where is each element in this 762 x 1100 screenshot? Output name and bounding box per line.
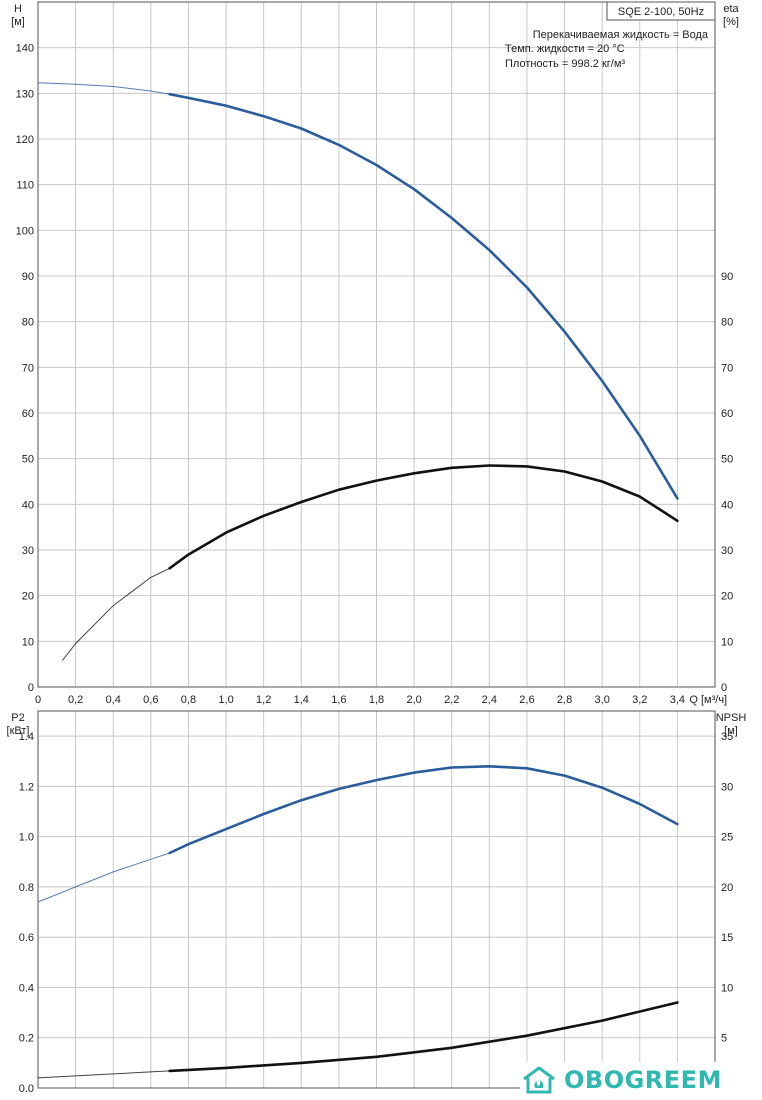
x-tick-label: 0 <box>35 694 41 706</box>
y-right-tick-label: 70 <box>721 362 733 374</box>
y-right-tick-label: 20 <box>721 591 733 603</box>
y-left-tick-label: 0.6 <box>19 932 34 944</box>
x-tick-label: 2,4 <box>482 694 497 706</box>
y-right-axis-unit: [%] <box>723 16 739 28</box>
y-left-tick-label: 0 <box>28 682 34 694</box>
y-right-tick-label: 0 <box>721 682 727 694</box>
x-tick-label: 1,6 <box>331 694 346 706</box>
y-left-tick-label: 70 <box>22 362 34 374</box>
series-p2-line <box>168 764 679 855</box>
y-left-axis-unit: [кВт] <box>7 725 30 737</box>
y-right-tick-label: 10 <box>721 636 733 648</box>
y-right-tick-label: 30 <box>721 781 733 793</box>
x-tick-label: 1,8 <box>369 694 384 706</box>
x-tick-label: 3,0 <box>595 694 610 706</box>
y-left-axis-title: H <box>14 3 22 15</box>
info-box: SQE 2-100, 50Hz Перекачиваемая жидкость … <box>505 1 716 70</box>
x-tick-label: 1,2 <box>256 694 271 706</box>
bottom-panel: 0.00.20.40.60.81.01.21.45101520253035P2[… <box>7 710 747 1095</box>
y-right-tick-label: 20 <box>721 882 733 894</box>
x-tick-label: 0,4 <box>106 694 121 706</box>
y-right-axis-title: eta <box>723 3 739 15</box>
y-right-tick-label: 35 <box>721 731 733 743</box>
y-right-tick-label: 15 <box>721 932 733 944</box>
y-left-tick-label: 40 <box>22 499 34 511</box>
y-left-tick-label: 0.0 <box>19 1083 34 1095</box>
watermark-logo: OBOGREEM <box>520 1062 760 1098</box>
y-right-tick-label: 25 <box>721 832 733 844</box>
y-left-tick-label: 1.4 <box>19 731 34 743</box>
x-axis-label: Q [м³/ч] <box>689 694 727 706</box>
y-right-tick-label: 50 <box>721 454 733 466</box>
y-right-axis-title: NPSH <box>716 712 747 724</box>
y-right-tick-label: 30 <box>721 545 733 557</box>
y-right-tick-label: 5 <box>721 1033 727 1045</box>
series-npsh-extrapolated-line <box>37 1070 170 1079</box>
x-tick-label: 2,0 <box>406 694 421 706</box>
series-h-line <box>168 92 679 500</box>
series-eta-extrapolated-line <box>62 567 170 661</box>
x-tick-label: 2,8 <box>557 694 572 706</box>
y-right-tick-label: 40 <box>721 499 733 511</box>
y-left-tick-label: 120 <box>16 134 34 146</box>
series-p2-extrapolated-line <box>37 852 170 903</box>
y-left-tick-label: 110 <box>16 180 34 192</box>
x-tick-label: 3,2 <box>632 694 647 706</box>
x-tick-label: 2,6 <box>519 694 534 706</box>
series-npsh-line <box>168 1001 679 1073</box>
y-right-tick-label: 10 <box>721 982 733 994</box>
y-left-tick-label: 0.2 <box>19 1033 34 1045</box>
info-line-liquid: Перекачиваемая жидкость = Вода <box>533 29 709 41</box>
y-left-tick-label: 100 <box>16 225 34 237</box>
model-label-box <box>606 1 716 21</box>
y-right-tick-label: 60 <box>721 408 733 420</box>
model-label: SQE 2-100, 50Hz <box>618 6 704 18</box>
plot-frame <box>37 710 716 1089</box>
x-tick-label: 0,2 <box>68 694 83 706</box>
series-h-extrapolated-line <box>37 82 170 95</box>
y-left-tick-label: 140 <box>16 43 34 55</box>
y-left-tick-label: 1.0 <box>19 832 34 844</box>
watermark-text: OBOGREEM <box>564 1066 722 1094</box>
y-left-tick-label: 50 <box>22 454 34 466</box>
x-tick-label: 2,2 <box>444 694 459 706</box>
y-right-tick-label: 80 <box>721 317 733 329</box>
series-eta-line <box>168 464 679 570</box>
y-left-axis-title: P2 <box>11 712 24 724</box>
y-left-tick-label: 80 <box>22 317 34 329</box>
y-right-axis-unit: [м] <box>724 725 738 737</box>
x-tick-label: 0,8 <box>181 694 196 706</box>
y-left-tick-label: 90 <box>22 271 34 283</box>
x-tick-label: 1,4 <box>294 694 309 706</box>
house-icon <box>523 1066 555 1094</box>
y-left-tick-label: 30 <box>22 545 34 557</box>
y-left-tick-label: 0.4 <box>19 982 34 994</box>
plot-frame <box>37 1 716 688</box>
y-left-tick-label: 1.2 <box>19 781 34 793</box>
x-tick-label: 3,4 <box>670 694 685 706</box>
x-tick-label: 0,6 <box>143 694 158 706</box>
info-line-density: Плотность = 998.2 кг/м³ <box>505 58 625 70</box>
y-left-tick-label: 10 <box>22 636 34 648</box>
top-panel: 0 10 20 30 40 50 60 70 80 90 100 110 120 130 140 0 10 20 3… <box>11 1 740 706</box>
y-right-tick-label: 90 <box>721 271 733 283</box>
y-left-axis-unit: [м] <box>11 16 25 28</box>
y-left-tick-label: 130 <box>16 88 34 100</box>
y-left-tick-label: 0.8 <box>19 882 34 894</box>
x-tick-label: 1,0 <box>218 694 233 706</box>
info-line-temp: Темп. жидкости = 20 °C <box>505 43 625 55</box>
y-left-tick-label: 60 <box>22 408 34 420</box>
y-left-tick-label: 20 <box>22 591 34 603</box>
